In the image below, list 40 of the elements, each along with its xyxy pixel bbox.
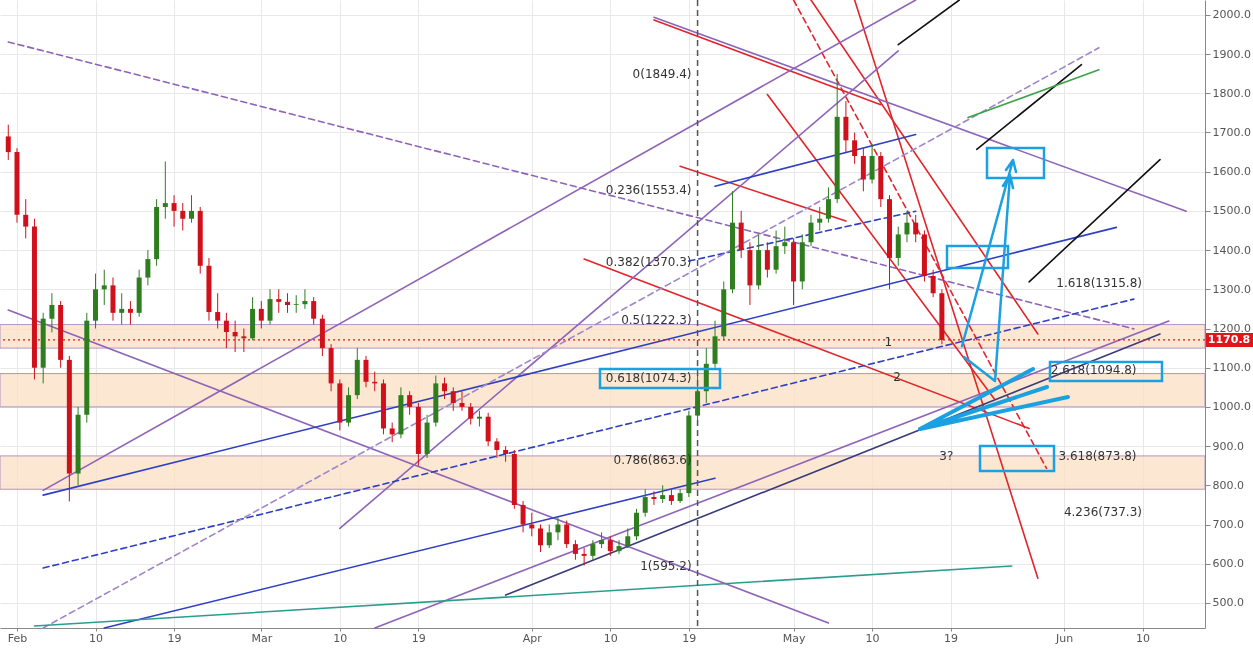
x-tick-label: 10 bbox=[89, 631, 104, 645]
annotation: 0.5(1222.3) bbox=[621, 312, 692, 327]
x-tick-label: 19 bbox=[411, 631, 426, 645]
x-tick-label: Feb bbox=[7, 631, 28, 645]
annotation: 0.236(1553.4) bbox=[605, 182, 692, 197]
annotation: 0(1849.4) bbox=[632, 66, 692, 81]
y-tick-label: 1500.0 bbox=[1212, 204, 1251, 218]
annotation: 1.618(1315.8) bbox=[1056, 276, 1142, 290]
y-tick-label: 1600.0 bbox=[1212, 165, 1251, 179]
annotation: 1 bbox=[884, 334, 893, 349]
y-tick-label: 1100.0 bbox=[1212, 361, 1251, 375]
annotation: 4.236(737.3) bbox=[1063, 505, 1142, 519]
y-tick-label: 1700.0 bbox=[1212, 126, 1251, 139]
y-tick-label: 2000.0 bbox=[1212, 8, 1251, 22]
y-tick-label: 700.0 bbox=[1212, 518, 1244, 532]
y-tick-label: 1900.0 bbox=[1212, 47, 1251, 61]
x-tick-label: 19 bbox=[944, 631, 959, 645]
x-tick-label: 10 bbox=[333, 631, 348, 645]
y-tick-label: 1300.0 bbox=[1212, 282, 1251, 296]
y-tick-label: 1400.0 bbox=[1212, 243, 1251, 257]
y-tick-label: 500.0 bbox=[1212, 596, 1244, 610]
x-tick-label: 19 bbox=[682, 631, 697, 645]
annotation: 3? bbox=[939, 449, 954, 464]
y-tick-label: 800.0 bbox=[1212, 478, 1244, 492]
x-tick-label: 19 bbox=[167, 631, 182, 645]
x-tick-label: 10 bbox=[603, 631, 618, 645]
ref-line-label: 1170.8 bbox=[1207, 332, 1251, 346]
y-tick-label: 1000.0 bbox=[1212, 400, 1251, 414]
x-tick-label: 10 bbox=[865, 631, 880, 645]
x-tick-label: Mar bbox=[251, 631, 273, 645]
y-tick-label: 1200.0 bbox=[1212, 322, 1251, 335]
annotation: 0.618(1074.3) bbox=[605, 370, 692, 385]
annotation: 3.618(873.8) bbox=[1058, 449, 1137, 464]
x-tick-label: May bbox=[782, 631, 806, 645]
x-tick-label: Jun bbox=[1054, 631, 1074, 645]
x-tick-label: Apr bbox=[522, 631, 543, 645]
x-tick-label: 10 bbox=[1136, 631, 1151, 645]
y-tick-label: 600.0 bbox=[1212, 557, 1244, 571]
y-tick-label: 900.0 bbox=[1212, 439, 1244, 453]
y-tick-label: 1800.0 bbox=[1212, 86, 1251, 100]
